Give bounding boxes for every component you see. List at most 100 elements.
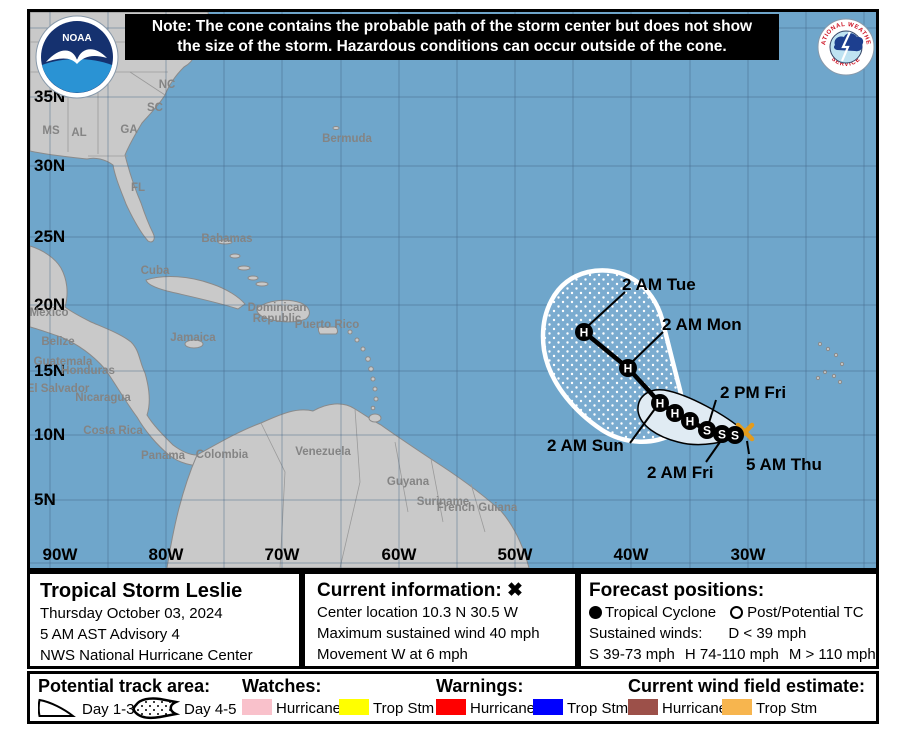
dot-letter: H bbox=[656, 397, 665, 411]
note-line-2: the size of the storm. Hazardous conditi… bbox=[177, 38, 727, 55]
place-label-jamaica: Jamaica bbox=[170, 332, 216, 344]
forecast-position-dots: S S S H H H H H bbox=[575, 323, 744, 444]
dot-letter: S bbox=[718, 428, 726, 442]
place-label-el-salvador: El Salvador bbox=[27, 383, 90, 395]
place-label-puerto-rico: Puerto Rico bbox=[294, 319, 360, 331]
storm-title: Tropical Storm Leslie bbox=[40, 580, 243, 602]
lon-label: 30W bbox=[730, 545, 766, 564]
place-label-ms: MS bbox=[42, 125, 60, 137]
lon-label: 60W bbox=[381, 545, 417, 564]
lon-label: 50W bbox=[497, 545, 533, 564]
warning-tropstm-swatch bbox=[533, 699, 563, 715]
day1-3-label: Day 1-3 bbox=[82, 701, 135, 718]
place-label-mexico: Mexico bbox=[29, 307, 69, 319]
dot-letter: H bbox=[580, 326, 589, 340]
storm-date: Thursday October 03, 2024 bbox=[40, 605, 223, 622]
place-label-panama: Panama bbox=[140, 450, 186, 462]
callout-2am-fri: 2 AM Fri bbox=[647, 463, 714, 482]
post-potential-label: Post/Potential TC bbox=[747, 604, 864, 621]
cone-note-banner: Note: The cone contains the probable pat… bbox=[125, 14, 779, 60]
lon-label: 70W bbox=[264, 545, 300, 564]
lat-label: 20N bbox=[34, 295, 66, 314]
place-label-fl: FL bbox=[130, 182, 146, 194]
forecast-positions-panel: Forecast positions: Tropical Cyclone Pos… bbox=[578, 571, 879, 669]
place-label-nicaragua: Nicaragua bbox=[75, 392, 131, 404]
watch-tropstm-swatch bbox=[339, 699, 369, 715]
dot-letter: H bbox=[686, 415, 695, 429]
place-label-colombia: Colombia bbox=[195, 449, 249, 461]
callout-2pm-fri: 2 PM Fri bbox=[720, 383, 787, 402]
watches-title: Watches: bbox=[242, 676, 322, 696]
current-information-panel: Current information: ✖ Center location 1… bbox=[302, 571, 578, 669]
land-hispaniola bbox=[256, 299, 310, 323]
dot-letter: H bbox=[671, 407, 680, 421]
place-label-ga: GA bbox=[120, 124, 138, 136]
watch-hurricane-swatch bbox=[242, 699, 272, 715]
land-mexico-central-america bbox=[30, 245, 206, 466]
nws-lightning-icon bbox=[840, 31, 851, 62]
land-bahamas bbox=[217, 239, 269, 287]
place-label-nc: NC bbox=[158, 79, 176, 91]
current-info-title: Current information: ✖ bbox=[317, 579, 563, 602]
place-label-venezuela: Venezuela bbox=[295, 446, 351, 458]
wind-range-m: M > 110 mph bbox=[788, 646, 876, 663]
lat-label: 25N bbox=[34, 227, 66, 246]
land-cuba bbox=[145, 276, 246, 310]
place-label-costa-rica: Costa Rica bbox=[83, 425, 143, 437]
current-position-x-glyph: ✖ bbox=[507, 580, 523, 601]
warning-hurricane-label: Hurricane bbox=[470, 700, 536, 717]
land-south-america bbox=[166, 403, 530, 568]
lat-label: 30N bbox=[34, 156, 66, 175]
map-canvas: S S S H H H H H bbox=[30, 12, 876, 568]
windfield-tropstm-swatch bbox=[722, 699, 752, 715]
wind-range-s: S 39-73 mph bbox=[589, 646, 675, 663]
place-label-sc: SC bbox=[147, 102, 163, 114]
land-lesser-antilles bbox=[347, 329, 382, 423]
legend-panel: Potential track area: Day 1-3 Day 4-5 Wa… bbox=[27, 671, 879, 724]
movement: Movement W at 6 mph bbox=[317, 646, 468, 663]
lon-label: 40W bbox=[613, 545, 649, 564]
forecast-positions-title: Forecast positions: bbox=[589, 580, 765, 601]
land-cape-verde bbox=[815, 341, 845, 385]
callout-2am-tue: 2 AM Tue bbox=[622, 275, 696, 294]
watch-hurricane-label: Hurricane bbox=[276, 700, 342, 717]
place-label-bermuda: Bermuda bbox=[322, 133, 372, 145]
callout-5am-thu: 5 AM Thu bbox=[746, 455, 822, 474]
lon-label: 80W bbox=[148, 545, 184, 564]
current-info-title-text: Current information: bbox=[317, 580, 502, 601]
storm-title-panel: Tropical Storm Leslie Thursday October 0… bbox=[27, 571, 302, 669]
tropical-cyclone-label: Tropical Cyclone bbox=[605, 604, 717, 621]
post-potential-circle-icon bbox=[730, 606, 744, 619]
track-area-title: Potential track area: bbox=[38, 676, 211, 696]
day4-5-cone-icon bbox=[132, 697, 180, 720]
warning-tropstm-label: Trop Stm bbox=[567, 700, 629, 717]
atlantic-basin-map: S S S H H H H H 35N 30N 25N 20N 15N 10N … bbox=[27, 9, 879, 571]
noaa-gull-icon bbox=[46, 49, 107, 64]
lat-label: 10N bbox=[34, 425, 66, 444]
place-label-french-guiana: French Guiana bbox=[436, 502, 518, 514]
windfield-hurricane-label: Hurricane bbox=[662, 700, 728, 717]
place-label-belize: Belize bbox=[41, 336, 75, 348]
day4-5-label: Day 4-5 bbox=[184, 701, 237, 718]
land-puerto-rico bbox=[317, 326, 338, 335]
callout-2am-mon: 2 AM Mon bbox=[662, 315, 742, 334]
day1-3-cone-icon bbox=[38, 698, 76, 717]
center-location: Center location 10.3 N 30.5 W bbox=[317, 604, 518, 621]
storm-agency: NWS National Hurricane Center bbox=[40, 647, 253, 664]
place-label-guyana: Guyana bbox=[386, 476, 430, 488]
noaa-logo: NOAA bbox=[35, 15, 119, 99]
tropical-cyclone-dot-icon bbox=[589, 606, 602, 619]
land-bermuda bbox=[332, 126, 340, 130]
wind-range-d: D < 39 mph bbox=[728, 625, 807, 642]
nws-logo: NATIONAL WEATHER SERVICE bbox=[816, 17, 875, 76]
land-jamaica bbox=[184, 339, 204, 349]
place-label-bahamas: Bahamas bbox=[201, 233, 253, 245]
dot-letter: S bbox=[703, 424, 711, 438]
dot-letter: H bbox=[624, 362, 633, 376]
warning-hurricane-swatch bbox=[436, 699, 466, 715]
wind-field-title: Current wind field estimate: bbox=[628, 676, 866, 696]
lon-label: 90W bbox=[42, 545, 78, 564]
wind-range-h: H 74-110 mph bbox=[684, 646, 779, 663]
lat-label: 15N bbox=[34, 361, 66, 380]
